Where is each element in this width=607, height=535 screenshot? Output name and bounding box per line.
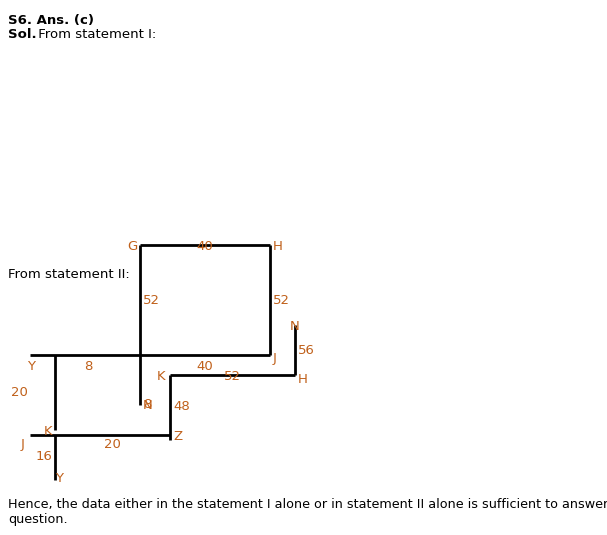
Text: N: N	[290, 320, 300, 333]
Text: 8: 8	[143, 398, 151, 411]
Text: 40: 40	[197, 360, 214, 373]
Text: From statement II:: From statement II:	[8, 268, 130, 281]
Text: Z: Z	[173, 430, 182, 443]
Text: G: G	[127, 240, 137, 253]
Text: Y: Y	[55, 472, 63, 485]
Text: From statement I:: From statement I:	[34, 28, 156, 41]
Text: Hence, the data either in the statement I alone or in statement II alone is suff: Hence, the data either in the statement …	[8, 498, 607, 526]
Text: J: J	[273, 352, 277, 365]
Text: 20: 20	[104, 438, 120, 451]
Text: Sol.: Sol.	[8, 28, 36, 41]
Text: 52: 52	[143, 294, 160, 307]
Text: 16: 16	[35, 450, 52, 463]
Text: K: K	[43, 425, 52, 438]
Text: H: H	[298, 373, 308, 386]
Text: H: H	[273, 240, 283, 253]
Text: 40: 40	[197, 240, 214, 253]
Text: S6. Ans. (c): S6. Ans. (c)	[8, 14, 94, 27]
Text: 8: 8	[84, 360, 92, 373]
Text: 56: 56	[298, 343, 315, 356]
Text: 52: 52	[273, 294, 290, 307]
Text: Y: Y	[27, 360, 35, 373]
Text: J: J	[21, 438, 25, 451]
Text: 48: 48	[173, 401, 190, 414]
Text: K: K	[157, 370, 165, 383]
Text: 20: 20	[11, 386, 28, 400]
Text: N: N	[143, 399, 153, 412]
Text: 52: 52	[223, 370, 240, 383]
